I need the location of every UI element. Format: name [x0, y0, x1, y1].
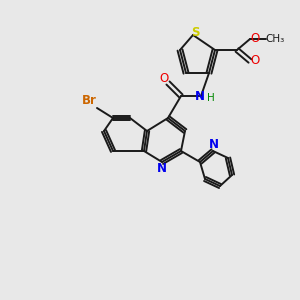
Text: N: N [209, 137, 219, 151]
Text: S: S [191, 26, 199, 40]
Text: O: O [250, 55, 260, 68]
Text: CH₃: CH₃ [266, 34, 285, 44]
Text: N: N [195, 89, 205, 103]
Text: H: H [207, 93, 215, 103]
Text: Br: Br [82, 94, 96, 107]
Text: O: O [159, 71, 169, 85]
Text: O: O [250, 32, 260, 44]
Text: N: N [157, 163, 167, 176]
